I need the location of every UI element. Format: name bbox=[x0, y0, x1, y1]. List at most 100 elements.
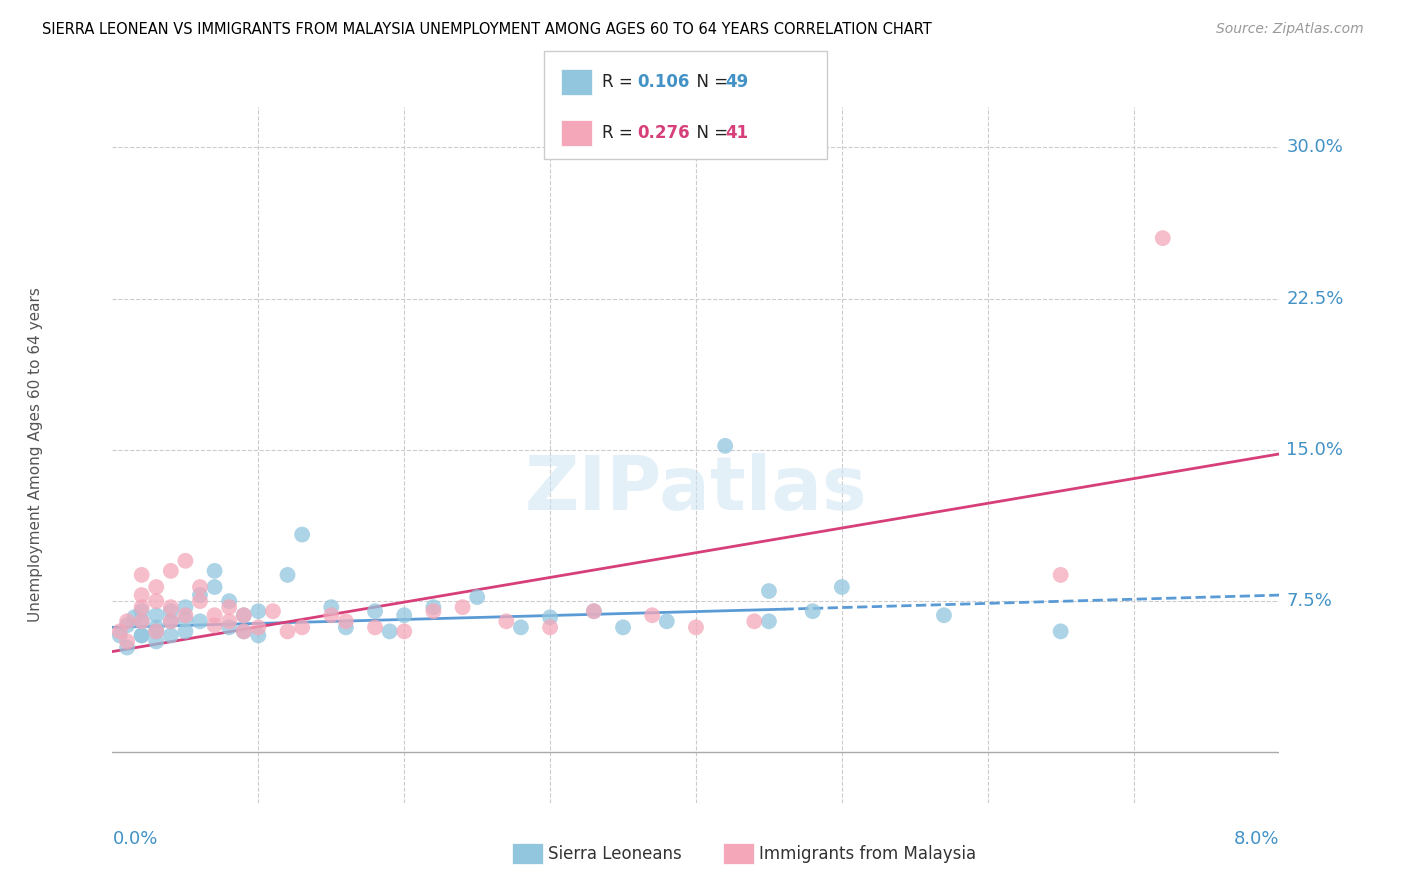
Point bbox=[145, 608, 167, 623]
Point bbox=[714, 439, 737, 453]
Point bbox=[160, 564, 183, 578]
Text: Immigrants from Malaysia: Immigrants from Malaysia bbox=[759, 845, 976, 863]
Point bbox=[160, 615, 183, 629]
Point bbox=[758, 615, 780, 629]
Point bbox=[218, 615, 240, 629]
Point bbox=[145, 634, 167, 648]
Point bbox=[204, 618, 226, 632]
Point bbox=[465, 590, 488, 604]
Point bbox=[538, 610, 561, 624]
Point bbox=[321, 608, 343, 623]
Point bbox=[276, 568, 298, 582]
Point bbox=[115, 618, 138, 632]
Point bbox=[422, 604, 444, 618]
Point bbox=[232, 608, 254, 623]
Point bbox=[422, 600, 444, 615]
Point bbox=[495, 615, 517, 629]
Text: 7.5%: 7.5% bbox=[1286, 592, 1333, 610]
Text: 0.0%: 0.0% bbox=[112, 830, 157, 847]
Text: 22.5%: 22.5% bbox=[1286, 290, 1344, 308]
Text: Sierra Leoneans: Sierra Leoneans bbox=[548, 845, 682, 863]
Text: 41: 41 bbox=[725, 124, 748, 142]
Point bbox=[124, 610, 146, 624]
Point bbox=[335, 620, 357, 634]
Point bbox=[742, 615, 765, 629]
Point bbox=[291, 527, 314, 541]
Point bbox=[160, 615, 183, 629]
Text: 0.106: 0.106 bbox=[637, 73, 689, 91]
Text: N =: N = bbox=[686, 124, 734, 142]
Point bbox=[1049, 568, 1071, 582]
Point bbox=[612, 620, 634, 634]
Point bbox=[115, 615, 138, 629]
Point bbox=[145, 624, 167, 639]
Point bbox=[174, 600, 197, 615]
Point bbox=[108, 628, 131, 642]
Point bbox=[262, 604, 284, 618]
Point bbox=[232, 624, 254, 639]
Point bbox=[291, 620, 314, 634]
Point bbox=[392, 608, 416, 623]
Point bbox=[685, 620, 707, 634]
Point bbox=[131, 628, 153, 642]
Text: 0.276: 0.276 bbox=[637, 124, 689, 142]
Text: 8.0%: 8.0% bbox=[1234, 830, 1279, 847]
Point bbox=[509, 620, 531, 634]
Point bbox=[582, 604, 605, 618]
Point bbox=[335, 615, 357, 629]
Point bbox=[641, 608, 664, 623]
Text: R =: R = bbox=[602, 73, 638, 91]
Point bbox=[131, 568, 153, 582]
Point bbox=[188, 580, 211, 594]
Point bbox=[232, 624, 254, 639]
Point bbox=[758, 584, 780, 599]
Text: SIERRA LEONEAN VS IMMIGRANTS FROM MALAYSIA UNEMPLOYMENT AMONG AGES 60 TO 64 YEAR: SIERRA LEONEAN VS IMMIGRANTS FROM MALAYS… bbox=[42, 22, 932, 37]
Point bbox=[1152, 231, 1174, 245]
Text: Source: ZipAtlas.com: Source: ZipAtlas.com bbox=[1216, 22, 1364, 37]
Point bbox=[538, 620, 561, 634]
Text: R =: R = bbox=[602, 124, 638, 142]
Point bbox=[364, 604, 387, 618]
Point bbox=[188, 588, 211, 602]
Point bbox=[131, 600, 153, 615]
Point bbox=[247, 604, 270, 618]
Point bbox=[174, 554, 197, 568]
Point bbox=[131, 588, 153, 602]
Point bbox=[1049, 624, 1071, 639]
Point bbox=[131, 615, 153, 629]
Point bbox=[115, 634, 138, 648]
Point bbox=[160, 600, 183, 615]
Point bbox=[655, 615, 678, 629]
Point bbox=[378, 624, 401, 639]
Point bbox=[188, 594, 211, 608]
Text: 49: 49 bbox=[725, 73, 749, 91]
Point bbox=[801, 604, 824, 618]
Point bbox=[321, 600, 343, 615]
Point bbox=[145, 580, 167, 594]
Point bbox=[582, 604, 605, 618]
Point bbox=[831, 580, 853, 594]
Text: Unemployment Among Ages 60 to 64 years: Unemployment Among Ages 60 to 64 years bbox=[28, 287, 42, 623]
Point bbox=[145, 594, 167, 608]
Point bbox=[160, 628, 183, 642]
Point bbox=[204, 564, 226, 578]
Point bbox=[218, 594, 240, 608]
Point bbox=[145, 624, 167, 639]
Point bbox=[392, 624, 416, 639]
Point bbox=[160, 604, 183, 618]
Point bbox=[145, 620, 167, 634]
Point bbox=[204, 580, 226, 594]
Point bbox=[174, 612, 197, 626]
Text: N =: N = bbox=[686, 73, 734, 91]
Point bbox=[247, 620, 270, 634]
Point bbox=[451, 600, 474, 615]
Point bbox=[188, 615, 211, 629]
Point bbox=[131, 628, 153, 642]
Point bbox=[232, 608, 254, 623]
Point bbox=[204, 608, 226, 623]
Text: 30.0%: 30.0% bbox=[1286, 138, 1343, 156]
Text: 15.0%: 15.0% bbox=[1286, 441, 1344, 458]
Point bbox=[218, 600, 240, 615]
Point bbox=[218, 620, 240, 634]
Point bbox=[932, 608, 955, 623]
